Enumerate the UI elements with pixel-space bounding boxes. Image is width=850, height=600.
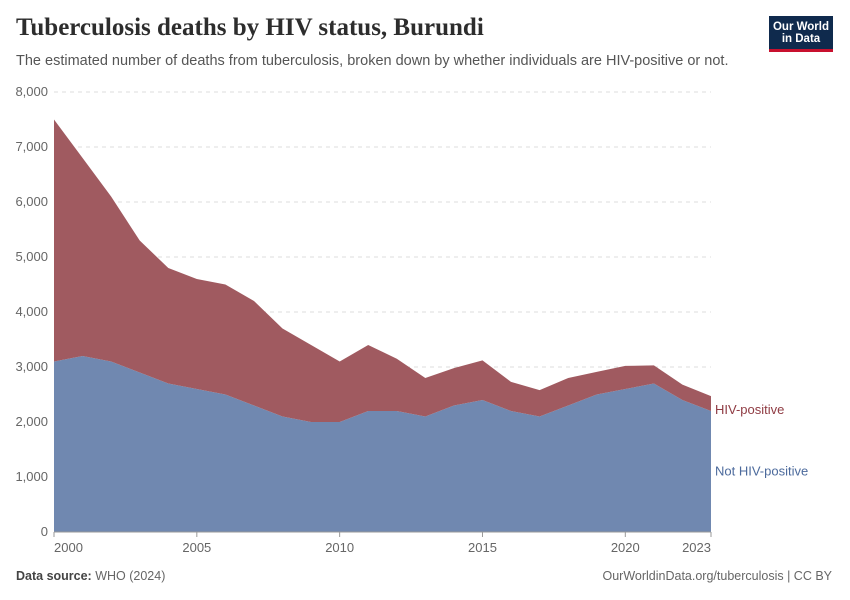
x-tick-label: 2015: [468, 540, 497, 555]
logo-line-2: in Data: [781, 33, 821, 45]
area-not-hiv-positive: [54, 356, 711, 532]
x-tick-label: 2000: [54, 540, 83, 555]
data-source-value: WHO (2024): [95, 569, 166, 583]
axis-layer: 0 1,000 2,000 3,000 4,000 5,000 6,000 7,000 8,00…: [15, 84, 712, 555]
y-tick-label: 3,000: [15, 359, 48, 374]
y-tick-label: 7,000: [15, 139, 48, 154]
y-tick-label: 2,000: [15, 414, 48, 429]
chart-title: Tuberculosis deaths by HIV status, Burun…: [16, 14, 484, 41]
source-link[interactable]: OurWorldinData.org/tuberculosis | CC BY: [602, 569, 833, 583]
owid-logo[interactable]: Our World in Data: [769, 16, 833, 52]
y-tick-label: 4,000: [15, 304, 48, 319]
x-tick-label: 2010: [325, 540, 354, 555]
y-tick-label: 5,000: [15, 249, 48, 264]
series-labels: Not HIV-positive HIV-positive: [715, 402, 808, 478]
area-layer: [54, 119, 711, 532]
data-source-label: Data source:: [16, 569, 92, 583]
y-tick-label: 6,000: [15, 194, 48, 209]
x-tick-label: 2005: [182, 540, 211, 555]
area-hiv-positive: [54, 119, 711, 422]
x-tick-label: 2023: [682, 540, 711, 555]
series-label-not-hiv-positive: Not HIV-positive: [715, 464, 808, 479]
data-source: Data source: WHO (2024): [16, 569, 165, 583]
y-tick-label: 1,000: [15, 469, 48, 484]
x-tick-label: 2020: [611, 540, 640, 555]
y-tick-label: 0: [41, 524, 48, 539]
chart-subtitle: The estimated number of deaths from tube…: [16, 53, 729, 69]
logo-line-1: Our World: [772, 21, 829, 33]
series-label-hiv-positive: HIV-positive: [715, 402, 784, 417]
y-tick-label: 8,000: [15, 84, 48, 99]
